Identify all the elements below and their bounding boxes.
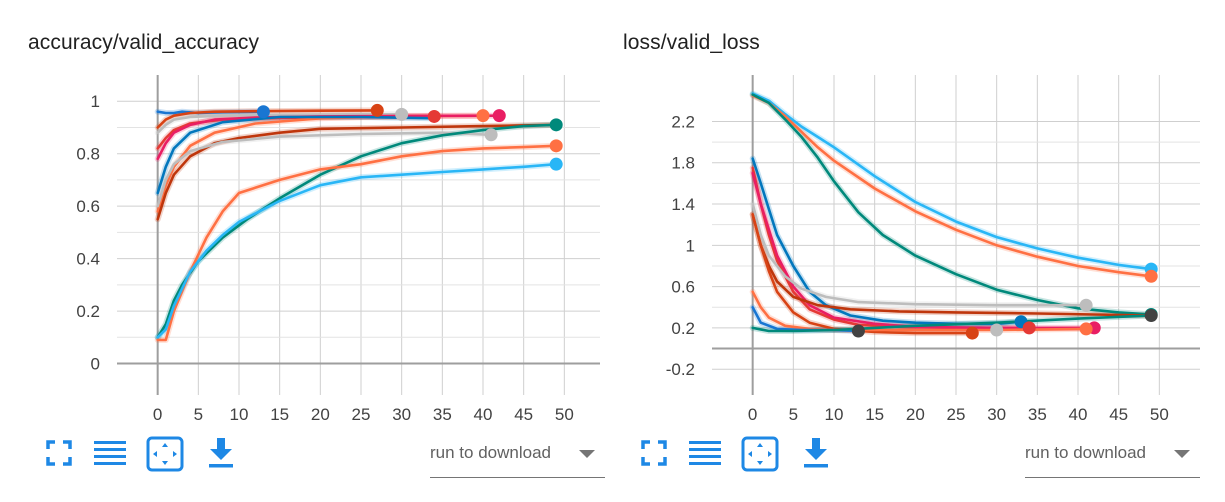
toggle-y-log-icon[interactable] [687,434,725,472]
x-tick-label: 35 [433,405,452,424]
y-tick-label: 0.8 [76,145,100,164]
chart-title: loss/valid_loss [623,31,760,54]
series-line [156,162,558,339]
chart-title: accuracy/valid_accuracy [28,31,260,54]
x-tick-label: 45 [514,405,533,424]
series-line [751,92,1153,271]
x-tick-label: 25 [947,405,966,424]
series-end-marker [370,103,384,117]
series-end-marker [549,118,563,132]
loss-chart[interactable]: 0 5 10 15 20 25 30 35 40 45 50 -0.2 0.2 0.6 1 1.4 1.8 2.2 [595,0,1200,430]
series-line-shadow [154,121,560,341]
x-tick-label: 30 [987,405,1006,424]
x-tick-label: 30 [392,405,411,424]
x-tick-label: 35 [1028,405,1047,424]
y-tick-label: 1 [686,236,695,255]
series-line [156,123,558,221]
y-tick-label: 0.6 [671,278,695,297]
chart-card-accuracy: accuracy/valid_accuracy 0 5 10 15 20 25 30 35 40… [0,0,605,502]
x-tick-label: 0 [748,405,757,424]
series-line [156,113,404,134]
x-tick-label: 50 [1150,405,1169,424]
series-line [751,314,1153,333]
series-end-marker [990,323,1004,337]
download-icon[interactable] [206,434,244,472]
series-end-marker [484,128,498,142]
fit-domain-icon[interactable] [146,434,184,472]
x-tick-label: 25 [352,405,371,424]
download-icon[interactable] [801,434,839,472]
x-tick-label: 5 [194,405,203,424]
y-tick-label: 1.4 [671,195,695,214]
run-to-download-label: run to download [430,443,551,462]
series-end-marker [427,109,441,123]
end-markers [256,103,563,171]
end-markers [851,262,1158,340]
x-tick-label: 50 [555,405,574,424]
y-tick-label: 0.6 [76,197,100,216]
series-line-shadow [749,92,1155,280]
series-end-marker [851,324,865,338]
run-to-download-select[interactable]: run to download [1025,435,1200,478]
x-tick-label: 10 [825,405,844,424]
x-tick-label: 0 [153,405,162,424]
x-tick-label: 15 [270,405,289,424]
x-tick-label: 40 [1069,405,1088,424]
chevron-down-icon [579,450,595,458]
x-tick-label: 20 [906,405,925,424]
series-end-marker [549,157,563,171]
x-tick-label: 20 [311,405,330,424]
series-end-marker [549,139,563,153]
y-tick-label: 0.2 [76,302,100,321]
series-end-marker [1144,269,1158,283]
chart-card-loss: loss/valid_loss 0 5 10 15 20 25 30 35 40 45 50 -0.2… [595,0,1200,502]
x-tick-label: 5 [789,405,798,424]
series-end-marker [1022,321,1036,335]
series-line [751,94,1153,278]
series-line [156,115,436,195]
series-line-shadow [154,121,560,223]
y-tick-label: 1.8 [671,154,695,173]
y-tick-label: 0.4 [76,250,100,269]
series-lines [749,90,1155,337]
y-tick-label: 0.2 [671,319,695,338]
y-tick-label: 0 [91,355,100,374]
series-line [156,109,379,129]
run-to-download-label: run to download [1025,443,1146,462]
y-tick-label: -0.2 [666,360,695,379]
series-line [156,144,558,342]
series-line [751,213,974,335]
series-line-shadow [749,90,1155,273]
x-tick-label: 15 [865,405,884,424]
chevron-down-icon [1174,450,1190,458]
x-tick-label: 45 [1109,405,1128,424]
x-tick-label: 40 [474,405,493,424]
y-tick-label: 2.2 [671,112,695,131]
series-end-marker [965,326,979,340]
series-end-marker [1144,309,1158,323]
series-end-marker [492,109,506,123]
series-end-marker [256,105,270,119]
series-line [156,123,558,339]
series-line [751,202,1088,307]
series-end-marker [1079,322,1093,336]
x-tick-label: 10 [230,405,249,424]
series-end-marker [1079,298,1093,312]
series-line [751,93,1153,316]
series-end-marker [395,107,409,121]
run-to-download-select[interactable]: run to download [430,435,605,478]
y-tick-label: 1 [91,92,100,111]
series-line [156,131,493,208]
series-line [751,171,1096,330]
series-end-marker [476,109,490,123]
fullscreen-icon[interactable] [635,434,673,472]
series-lines [154,107,560,343]
toggle-y-log-icon[interactable] [92,434,130,472]
accuracy-chart[interactable]: 0 5 10 15 20 25 30 35 40 45 50 0 0.2 0.4 0.6 0.8 1 [0,0,600,430]
fit-domain-icon[interactable] [741,434,779,472]
fullscreen-icon[interactable] [40,434,78,472]
series-line-shadow [749,91,1155,318]
